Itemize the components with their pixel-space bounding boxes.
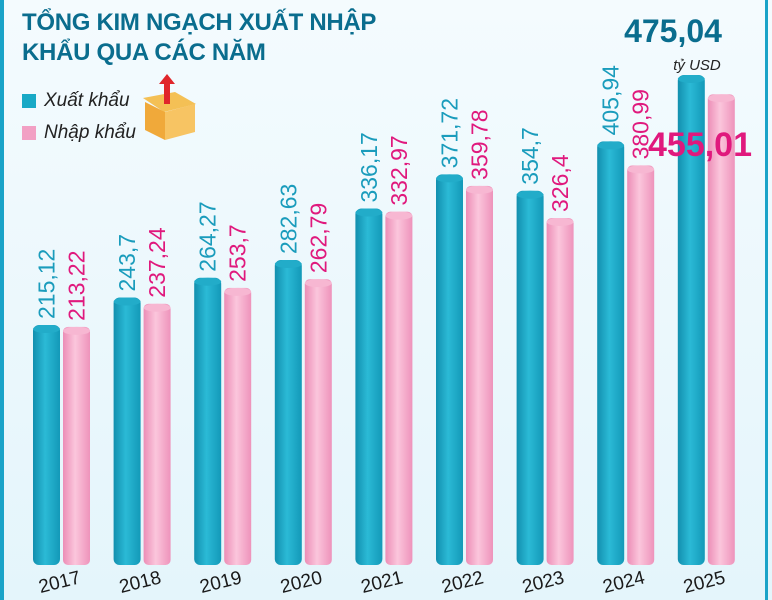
x-tick-label: 2020 <box>278 567 324 598</box>
bar-cap <box>33 325 60 333</box>
import-bar <box>224 287 252 565</box>
legend-label: Nhập khẩu <box>44 122 136 143</box>
data-label: 359,78 <box>467 109 493 179</box>
bar-cap <box>597 141 625 150</box>
data-label: 253,7 <box>225 224 251 282</box>
right-border <box>765 0 768 600</box>
bar-cap <box>385 211 413 220</box>
data-label: 475,04 <box>624 13 722 49</box>
data-label: 243,7 <box>114 234 140 292</box>
data-label: 455,01 <box>648 126 752 164</box>
left-border <box>0 0 4 600</box>
bar-cap <box>63 326 90 335</box>
export-bar <box>516 190 544 565</box>
chart-title: TỔNG KIM NGẠCH XUẤT NHẬP KHẨU QUA CÁC NĂ… <box>22 9 376 66</box>
import-bar <box>63 326 90 565</box>
data-label: 326,4 <box>547 154 573 212</box>
unit-label: tỷ USD <box>673 57 721 74</box>
data-label: 282,63 <box>275 184 301 254</box>
data-label: 237,24 <box>144 227 170 298</box>
data-label: 336,17 <box>356 132 382 202</box>
import-bar <box>546 217 574 565</box>
bar-cap <box>143 303 171 312</box>
x-tick-label: 2025 <box>681 567 727 598</box>
legend-swatch-import <box>22 126 36 140</box>
data-label: 215,12 <box>34 249 60 319</box>
legend-swatch-export <box>22 94 36 108</box>
bar-cap <box>707 94 735 103</box>
export-bar <box>274 260 302 565</box>
export-bar <box>355 208 383 565</box>
bar-cap <box>546 217 574 226</box>
legend-import: Nhập khẩu <box>22 122 136 144</box>
data-label: 264,27 <box>195 201 221 271</box>
x-tick-label: 2023 <box>520 567 566 598</box>
export-bar <box>33 325 60 565</box>
x-tick-label: 2019 <box>198 567 244 598</box>
data-label: 262,79 <box>305 203 331 273</box>
legend-label: Xuất khẩu <box>44 90 130 111</box>
import-bar <box>385 211 413 565</box>
bar-cap <box>436 174 463 183</box>
data-label: 332,97 <box>386 135 412 205</box>
x-tick-label: 2018 <box>117 567 163 598</box>
import-bar <box>143 303 171 565</box>
import-bar <box>627 165 655 566</box>
import-bar <box>304 279 332 565</box>
bar-cap <box>274 260 302 269</box>
legend-export: Xuất khẩu <box>22 90 130 112</box>
export-bar <box>113 297 141 565</box>
data-label: 405,94 <box>598 65 624 136</box>
x-tick-label: 2024 <box>601 567 648 598</box>
bar-cap <box>304 279 332 288</box>
import-bar <box>466 185 493 565</box>
export-bar <box>194 277 222 565</box>
bar-cap <box>194 277 222 286</box>
export-bar <box>677 74 705 565</box>
bar-cap <box>224 287 252 296</box>
import-bar <box>707 94 735 565</box>
data-label: 213,22 <box>64 250 90 320</box>
x-tick-label: 2022 <box>440 567 486 598</box>
bar-cap <box>627 165 655 174</box>
data-label: 354,7 <box>517 127 543 185</box>
export-bar <box>597 141 625 566</box>
bar-cap <box>113 297 141 306</box>
x-tick-label: 2021 <box>359 567 405 598</box>
bar-cap <box>677 74 705 83</box>
data-label: 380,99 <box>628 89 654 159</box>
bar-cap <box>466 185 493 194</box>
bar-cap <box>516 190 544 199</box>
export-bar <box>436 174 463 565</box>
x-tick-label: 2017 <box>37 567 83 598</box>
data-label: 371,72 <box>437 98 463 168</box>
bar-cap <box>355 208 383 217</box>
